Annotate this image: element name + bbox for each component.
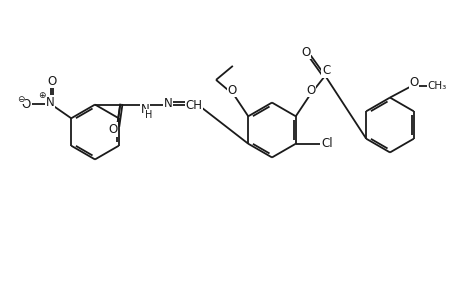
Text: H: H: [145, 110, 152, 120]
Text: ⊕: ⊕: [38, 91, 46, 100]
Text: N: N: [140, 103, 149, 116]
Text: O: O: [227, 84, 236, 97]
Text: N: N: [45, 96, 54, 109]
Text: O: O: [301, 46, 310, 59]
Text: O: O: [22, 98, 31, 111]
Text: O: O: [306, 84, 315, 97]
Text: ⊖: ⊖: [17, 95, 24, 104]
Text: O: O: [409, 76, 418, 89]
Text: Cl: Cl: [321, 137, 333, 150]
Text: C: C: [321, 64, 330, 77]
Text: O: O: [47, 75, 56, 88]
Text: CH₃: CH₃: [427, 81, 446, 92]
Text: N: N: [163, 97, 172, 110]
Text: O: O: [108, 123, 118, 136]
Text: CH: CH: [185, 99, 202, 112]
